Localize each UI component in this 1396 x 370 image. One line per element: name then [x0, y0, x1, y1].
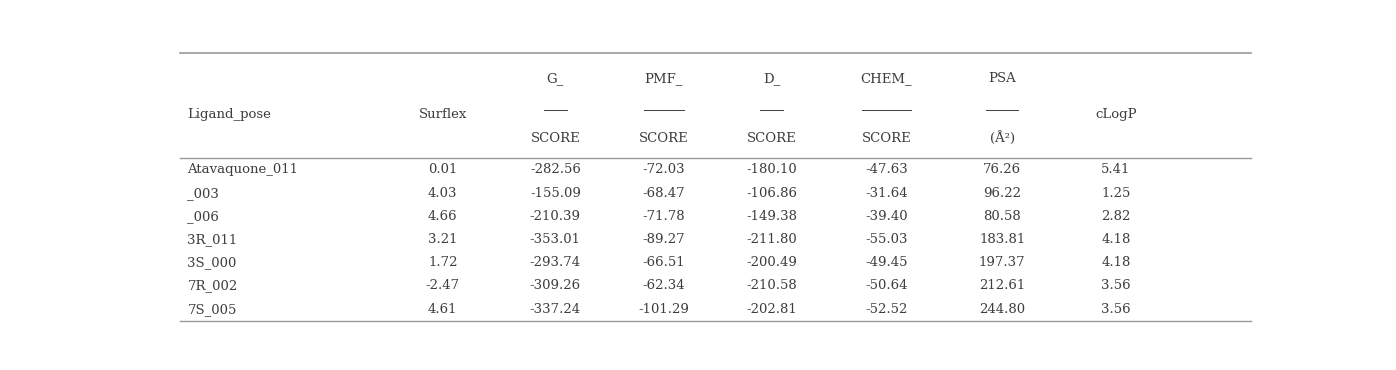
Text: -2.47: -2.47 [426, 279, 459, 292]
Text: -106.86: -106.86 [747, 186, 797, 200]
Text: 5.41: 5.41 [1101, 164, 1131, 176]
Text: -155.09: -155.09 [530, 186, 581, 200]
Text: 4.18: 4.18 [1101, 233, 1131, 246]
Text: -62.34: -62.34 [642, 279, 685, 292]
Text: D_: D_ [764, 72, 780, 85]
Text: SCORE: SCORE [530, 132, 581, 145]
Text: CHEM_: CHEM_ [860, 72, 912, 85]
Text: 1.25: 1.25 [1101, 186, 1131, 200]
Text: SCORE: SCORE [747, 132, 797, 145]
Text: PMF_: PMF_ [645, 72, 683, 85]
Text: Atavaquone_011: Atavaquone_011 [187, 164, 299, 176]
Text: PSA: PSA [988, 72, 1016, 85]
Text: -282.56: -282.56 [530, 164, 581, 176]
Text: -66.51: -66.51 [642, 256, 685, 269]
Text: Surflex: Surflex [419, 108, 468, 121]
Text: cLogP: cLogP [1094, 108, 1136, 121]
Text: 197.37: 197.37 [979, 256, 1026, 269]
Text: -211.80: -211.80 [747, 233, 797, 246]
Text: 3.56: 3.56 [1101, 279, 1131, 292]
Text: SCORE: SCORE [638, 132, 688, 145]
Text: 76.26: 76.26 [983, 164, 1022, 176]
Text: 2.82: 2.82 [1101, 210, 1131, 223]
Text: -309.26: -309.26 [529, 279, 581, 292]
Text: 212.61: 212.61 [979, 279, 1025, 292]
Text: 0.01: 0.01 [429, 164, 458, 176]
Text: -31.64: -31.64 [866, 186, 907, 200]
Text: SCORE: SCORE [861, 132, 912, 145]
Text: -293.74: -293.74 [529, 256, 581, 269]
Text: -68.47: -68.47 [642, 186, 685, 200]
Text: 4.61: 4.61 [429, 303, 458, 316]
Text: -71.78: -71.78 [642, 210, 685, 223]
Text: -101.29: -101.29 [638, 303, 690, 316]
Text: 80.58: 80.58 [983, 210, 1020, 223]
Text: -149.38: -149.38 [747, 210, 797, 223]
Text: -200.49: -200.49 [747, 256, 797, 269]
Text: G_: G_ [547, 72, 564, 85]
Text: _003: _003 [187, 186, 219, 200]
Text: 4.18: 4.18 [1101, 256, 1131, 269]
Text: Ligand_pose: Ligand_pose [187, 108, 271, 121]
Text: 96.22: 96.22 [983, 186, 1020, 200]
Text: -39.40: -39.40 [866, 210, 907, 223]
Text: -202.81: -202.81 [747, 303, 797, 316]
Text: 3.56: 3.56 [1101, 303, 1131, 316]
Text: 1.72: 1.72 [429, 256, 458, 269]
Text: 4.66: 4.66 [429, 210, 458, 223]
Text: 7S_005: 7S_005 [187, 303, 237, 316]
Text: 7R_002: 7R_002 [187, 279, 237, 292]
Text: -49.45: -49.45 [866, 256, 907, 269]
Text: -52.52: -52.52 [866, 303, 907, 316]
Text: 3S_000: 3S_000 [187, 256, 237, 269]
Text: -72.03: -72.03 [642, 164, 685, 176]
Text: 3R_011: 3R_011 [187, 233, 237, 246]
Text: -337.24: -337.24 [529, 303, 581, 316]
Text: -180.10: -180.10 [747, 164, 797, 176]
Text: _006: _006 [187, 210, 219, 223]
Text: 244.80: 244.80 [979, 303, 1025, 316]
Text: -50.64: -50.64 [866, 279, 907, 292]
Text: (Å²): (Å²) [990, 131, 1015, 145]
Text: 4.03: 4.03 [429, 186, 458, 200]
Text: -47.63: -47.63 [866, 164, 907, 176]
Text: -210.39: -210.39 [530, 210, 581, 223]
Text: -210.58: -210.58 [747, 279, 797, 292]
Text: -55.03: -55.03 [866, 233, 907, 246]
Text: -89.27: -89.27 [642, 233, 685, 246]
Text: 183.81: 183.81 [979, 233, 1025, 246]
Text: -353.01: -353.01 [530, 233, 581, 246]
Text: 3.21: 3.21 [429, 233, 458, 246]
